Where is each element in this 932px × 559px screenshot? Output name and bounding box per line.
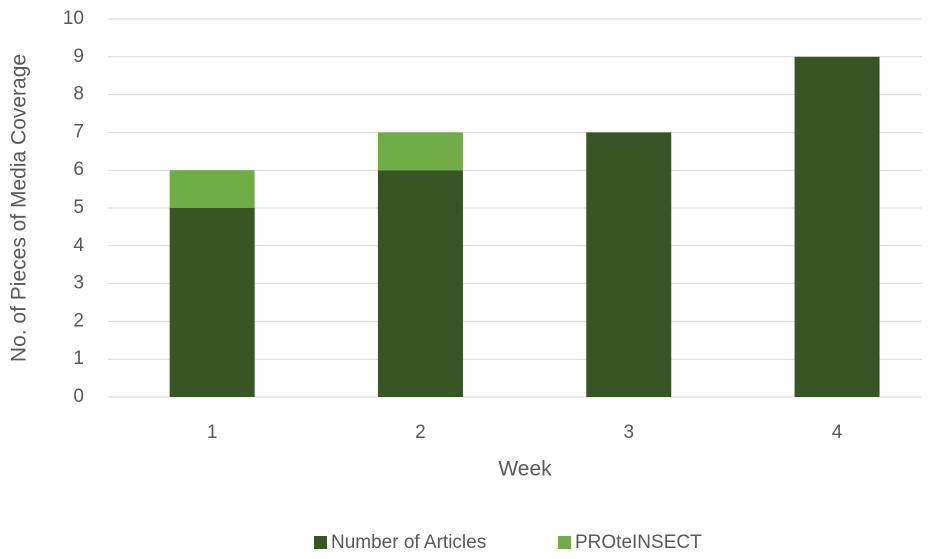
legend-label: PROteINSECT xyxy=(575,532,702,553)
y-tick-label: 0 xyxy=(73,386,84,407)
y-tick-label: 2 xyxy=(73,310,84,331)
legend-swatch xyxy=(558,536,571,549)
x-tick-label: 2 xyxy=(415,422,426,443)
y-tick-label: 1 xyxy=(73,348,84,369)
x-tick-label: 4 xyxy=(832,422,843,443)
bar-segment xyxy=(169,208,255,397)
x-tick-label: 1 xyxy=(207,422,218,443)
x-tick-label: 3 xyxy=(623,422,634,443)
y-tick-label: 9 xyxy=(73,46,84,67)
y-tick-label: 10 xyxy=(63,8,84,29)
bar-segment xyxy=(794,56,880,398)
y-tick-label: 5 xyxy=(73,197,84,218)
bar-segment xyxy=(586,132,672,397)
y-tick-label: 4 xyxy=(73,235,84,256)
bar-segment xyxy=(377,170,463,397)
y-tick-label: 8 xyxy=(73,84,84,105)
x-axis-title: Week xyxy=(498,458,552,481)
y-tick-label: 6 xyxy=(73,159,84,180)
y-tick-label: 3 xyxy=(73,273,84,294)
y-tick-label: 7 xyxy=(73,121,84,142)
y-axis-title: No. of Pieces of Media Coverage xyxy=(8,54,31,362)
legend-swatch xyxy=(314,536,327,549)
bar-segment xyxy=(377,132,463,171)
legend-label: Number of Articles xyxy=(331,532,486,553)
bar-segment xyxy=(169,170,255,208)
